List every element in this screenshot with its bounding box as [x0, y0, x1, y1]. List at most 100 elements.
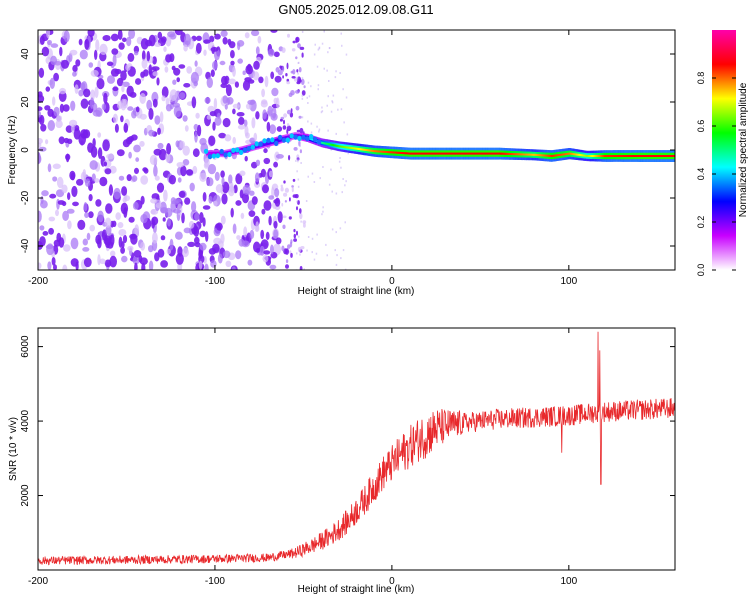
track-core: [381, 150, 383, 153]
noise-blob: [128, 151, 132, 159]
track-blob: [285, 137, 290, 143]
noise-blob: [185, 169, 194, 176]
noise-blob: [262, 109, 267, 120]
track-core: [518, 153, 520, 156]
noise-blob: [265, 231, 270, 240]
track-core: [506, 152, 509, 155]
track-core: [309, 137, 311, 140]
noise-blob: [89, 160, 98, 170]
noise-blob: [288, 154, 291, 161]
noise-blob: [84, 178, 91, 187]
track-core: [507, 152, 510, 155]
track-core: [548, 154, 550, 157]
noise-speckle: [321, 213, 323, 216]
track-core: [434, 152, 436, 155]
noise-blob: [242, 184, 251, 195]
noise-speckle: [347, 152, 349, 155]
track-core: [540, 154, 543, 157]
noise-blob: [152, 98, 158, 108]
noise-blob: [289, 197, 291, 202]
noise-blob: [301, 52, 304, 58]
track-core: [377, 150, 379, 153]
noise-blob: [202, 217, 206, 227]
noise-blob: [255, 248, 260, 253]
noise-blob: [249, 229, 255, 239]
noise-blob: [83, 202, 88, 212]
noise-blob: [195, 42, 202, 54]
noise-blob: [244, 32, 250, 39]
track-blob: [246, 146, 252, 152]
noise-blob: [159, 111, 164, 123]
noise-speckle: [326, 254, 328, 257]
spectrogram-x-axis-label: Height of straight line (km): [298, 286, 415, 297]
track-core: [478, 152, 481, 155]
track-core: [597, 155, 600, 157]
noise-blob: [140, 175, 149, 185]
track-core: [491, 152, 494, 155]
noise-blob: [101, 103, 107, 111]
noise-blob: [214, 33, 221, 40]
noise-blob: [116, 77, 124, 87]
track-core: [439, 152, 442, 155]
track-core: [389, 151, 392, 154]
noise-blob: [297, 246, 302, 253]
noise-blob: [217, 253, 223, 264]
track-core: [371, 149, 374, 152]
noise-blob: [112, 220, 117, 227]
noise-speckle: [305, 200, 308, 202]
y-tick-label: -20: [20, 190, 31, 205]
noise-blob: [39, 236, 46, 247]
noise-blob: [70, 237, 79, 250]
colorbar-tick-label: 0.6: [696, 120, 706, 133]
track-core: [579, 154, 582, 157]
noise-blob: [210, 260, 217, 268]
x-tick-label: -100: [205, 276, 225, 287]
track-core: [584, 154, 586, 157]
track-core: [631, 155, 634, 157]
track-core: [401, 152, 403, 154]
noise-blob: [203, 39, 211, 44]
noise-blob: [274, 188, 280, 198]
track-core: [613, 155, 616, 157]
noise-speckle: [342, 88, 344, 91]
noise-speckle: [331, 190, 333, 193]
track-blob: [211, 153, 217, 159]
track-mid: [263, 142, 265, 147]
noise-blob: [166, 248, 171, 255]
noise-blob: [220, 170, 225, 178]
noise-blob: [53, 264, 57, 270]
noise-speckle: [307, 102, 309, 104]
track-core: [373, 150, 376, 153]
track-core: [578, 153, 581, 156]
noise-blob: [82, 247, 90, 252]
noise-blob: [301, 78, 305, 85]
track-core: [592, 155, 595, 157]
track-blob: [223, 152, 228, 158]
track-core: [415, 152, 417, 155]
noise-blob: [230, 207, 234, 218]
noise-blob: [266, 121, 271, 132]
track-core: [654, 155, 656, 157]
noise-blob: [167, 217, 171, 227]
noise-speckle: [346, 133, 349, 136]
noise-blob: [109, 255, 117, 268]
noise-blob: [117, 30, 123, 40]
track-blob: [316, 139, 322, 145]
noise-blob: [121, 186, 128, 196]
track-core: [484, 152, 486, 155]
noise-blob: [153, 165, 158, 177]
track-core: [494, 152, 497, 155]
track-core: [325, 142, 327, 145]
noise-blob: [112, 86, 119, 92]
noise-blob: [139, 140, 145, 147]
noise-blob: [111, 48, 119, 55]
track-core: [573, 153, 575, 156]
noise-blob: [215, 184, 224, 193]
track-mid: [230, 150, 233, 155]
noise-blob: [118, 175, 125, 181]
noise-blob: [183, 83, 191, 88]
noise-blob: [282, 65, 285, 72]
track-core: [412, 152, 414, 155]
noise-blob: [282, 75, 284, 79]
track-core: [311, 138, 313, 141]
